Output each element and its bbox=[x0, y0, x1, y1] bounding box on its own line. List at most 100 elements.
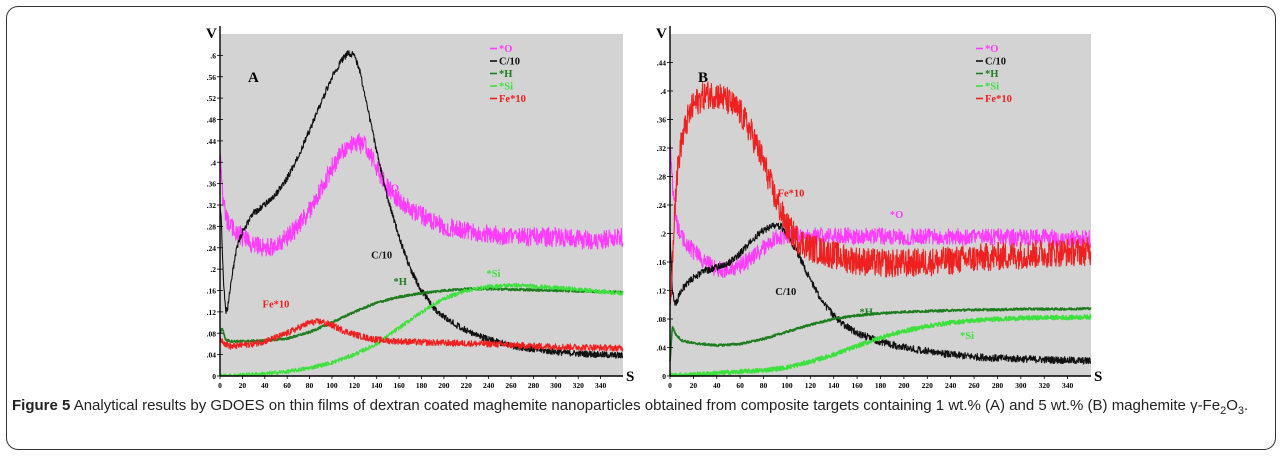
chart-a-y-tick-label: .16 bbox=[207, 287, 217, 296]
chart-a-x-tick-label: 180 bbox=[416, 381, 428, 390]
chart-b-svg: 0 .04 .08 .12 .16 .2 .24 .28 .32 .36 .4 .44 0 20 40 60 8… bbox=[656, 26, 1102, 390]
chart-b-y-tick-label: .36 bbox=[657, 116, 667, 125]
chart-a-x-axis-label: S bbox=[626, 369, 634, 385]
chart-a-x-tick-label: 120 bbox=[349, 381, 361, 390]
chart-b-annotation: *O bbox=[890, 210, 903, 221]
chart-a-x-tick-label: 240 bbox=[483, 381, 495, 390]
chart-b-legend-label: *H bbox=[985, 69, 998, 80]
chart-b-y-tick-label: .16 bbox=[657, 258, 667, 267]
chart-b-x-tick-label: 340 bbox=[1062, 381, 1074, 390]
chart-b-series-c bbox=[669, 222, 1092, 365]
chart-a-series-o bbox=[219, 133, 624, 257]
chart-a-x-tick-label: 260 bbox=[505, 381, 517, 390]
caption-period: . bbox=[1243, 397, 1249, 414]
chart-a-x-tick-label: 60 bbox=[283, 381, 291, 390]
chart-a-legend-label: Fe*10 bbox=[499, 94, 526, 105]
caption-text: Analytical results by GDOES on thin film… bbox=[73, 397, 1191, 414]
chart-b-annotation: *Si bbox=[960, 331, 974, 342]
chart-a-x-tick-label: 340 bbox=[595, 381, 607, 390]
chart-a-y-tick-label: .44 bbox=[207, 137, 217, 146]
chart-b-y-tick-label: 0 bbox=[662, 372, 666, 381]
chart-a-x-tick-label: 300 bbox=[550, 381, 562, 390]
chart-b-x-tick-label: 220 bbox=[922, 381, 934, 390]
chart-b-x-tick-label: 140 bbox=[828, 381, 840, 390]
chart-b-x-tick-label: 100 bbox=[781, 381, 793, 390]
chart-a-y-tick-label: .56 bbox=[207, 73, 217, 82]
chart-a-y-tick-label: 0 bbox=[212, 372, 216, 381]
figure-caption: Figure 5 Analytical results by GDOES on … bbox=[12, 395, 1270, 422]
formula-fe: -Fe bbox=[1197, 397, 1221, 414]
chart-b-plot-area bbox=[670, 34, 1091, 376]
formula-sub-2: 2 bbox=[1220, 405, 1227, 417]
chart-a-annotation: C/10 bbox=[371, 250, 392, 261]
chart-a-x-tick-label: 100 bbox=[326, 381, 338, 390]
chart-panel-a: 0 .04 .08 .12 .16 .2 .24 .28 .32 .36 .4 .44 .48 .52 .5… bbox=[198, 20, 639, 390]
chart-a-x-tick-label: 0 bbox=[218, 381, 222, 390]
chart-b-y-tick-label: .24 bbox=[657, 201, 667, 210]
chart-b-legend-label: Fe*10 bbox=[985, 94, 1012, 105]
chart-b-annotation: Fe*10 bbox=[778, 188, 805, 199]
chart-b-x-tick-label: 0 bbox=[668, 381, 672, 390]
chart-panel-b: 0 .04 .08 .12 .16 .2 .24 .28 .32 .36 .4 .44 0 20 40 60 8… bbox=[648, 20, 1109, 390]
chart-a-plot-area bbox=[220, 34, 623, 376]
chart-b-y-tick-label: .04 bbox=[657, 344, 667, 353]
figure-label: Figure 5 bbox=[12, 397, 71, 414]
formula-gamma: γ bbox=[1190, 397, 1198, 414]
chart-b-x-tick-label: 40 bbox=[713, 381, 721, 390]
chart-b-legend-label: *Si bbox=[985, 82, 999, 93]
chart-b-panel-label: B bbox=[698, 70, 708, 86]
chart-a-panel-label: A bbox=[248, 70, 259, 86]
chart-a-annotation: *O bbox=[386, 184, 399, 195]
chart-a-annotation: Fe*10 bbox=[263, 300, 290, 311]
chart-b-x-tick-label: 280 bbox=[992, 381, 1004, 390]
chart-b-x-tick-label: 180 bbox=[875, 381, 887, 390]
chart-b-series-si bbox=[669, 313, 1092, 377]
chart-a-y-tick-label: .2 bbox=[210, 265, 216, 274]
chart-a-y-tick-label: .28 bbox=[207, 222, 217, 231]
chart-a-y-tick-label: .48 bbox=[207, 116, 217, 125]
caption-formula: γ-Fe2O3 bbox=[1190, 397, 1244, 417]
chart-b-legend-label: C/10 bbox=[985, 57, 1006, 68]
chart-b-x-tick-label: 200 bbox=[898, 381, 910, 390]
chart-a-x-tick-label: 320 bbox=[573, 381, 585, 390]
chart-b-x-tick-label: 60 bbox=[736, 381, 744, 390]
chart-a-annotation: *Si bbox=[486, 269, 500, 280]
chart-b-y-tick-label: .4 bbox=[660, 87, 666, 96]
chart-a-legend-label: *Si bbox=[499, 82, 513, 93]
chart-b-x-tick-label: 240 bbox=[945, 381, 957, 390]
chart-a-y-tick-label: .32 bbox=[207, 201, 217, 210]
formula-sub-3: 3 bbox=[1237, 405, 1244, 417]
chart-a-x-tick-label: 80 bbox=[306, 381, 314, 390]
chart-a-y-tick-label: .4 bbox=[210, 158, 216, 167]
chart-a-legend-label: *H bbox=[499, 69, 512, 80]
chart-a-series-h bbox=[219, 286, 624, 344]
chart-b-x-axis-label: S bbox=[1094, 369, 1102, 385]
chart-a-annotation: *H bbox=[394, 277, 407, 288]
chart-a-series-c bbox=[219, 50, 624, 359]
chart-a-y-tick-label: .24 bbox=[207, 244, 217, 253]
chart-b-annotation: C/10 bbox=[775, 287, 796, 298]
chart-a-x-tick-label: 200 bbox=[438, 381, 450, 390]
chart-a-x-tick-label: 40 bbox=[261, 381, 269, 390]
chart-b-y-tick-label: .44 bbox=[657, 59, 667, 68]
chart-b-legend-label: *O bbox=[985, 44, 998, 55]
chart-a-x-tick-label: 160 bbox=[393, 381, 405, 390]
chart-b-x-tick-label: 80 bbox=[760, 381, 768, 390]
chart-b-series-fe bbox=[669, 81, 1092, 306]
chart-a-y-tick-label: .36 bbox=[207, 180, 217, 189]
chart-a-y-axis-label: V bbox=[206, 26, 217, 42]
chart-b-y-axis-label: V bbox=[656, 26, 667, 42]
chart-a-y-tick-label: .08 bbox=[207, 329, 217, 338]
chart-a-x-tick-label: 20 bbox=[239, 381, 247, 390]
chart-b-x-tick-label: 160 bbox=[851, 381, 863, 390]
chart-b-y-tick-label: .08 bbox=[657, 315, 667, 324]
chart-a-y-tick-label: .12 bbox=[207, 308, 217, 317]
chart-b-x-tick-label: 20 bbox=[690, 381, 698, 390]
chart-a-y-tick-label: .04 bbox=[207, 351, 217, 360]
chart-a-x-tick-label: 140 bbox=[371, 381, 383, 390]
chart-a-legend-label: C/10 bbox=[499, 57, 520, 68]
chart-a-x-tick-label: 220 bbox=[461, 381, 473, 390]
chart-b-y-tick-label: .32 bbox=[657, 144, 667, 153]
chart-b-annotation: *H bbox=[859, 307, 872, 318]
chart-b-x-tick-label: 320 bbox=[1039, 381, 1051, 390]
